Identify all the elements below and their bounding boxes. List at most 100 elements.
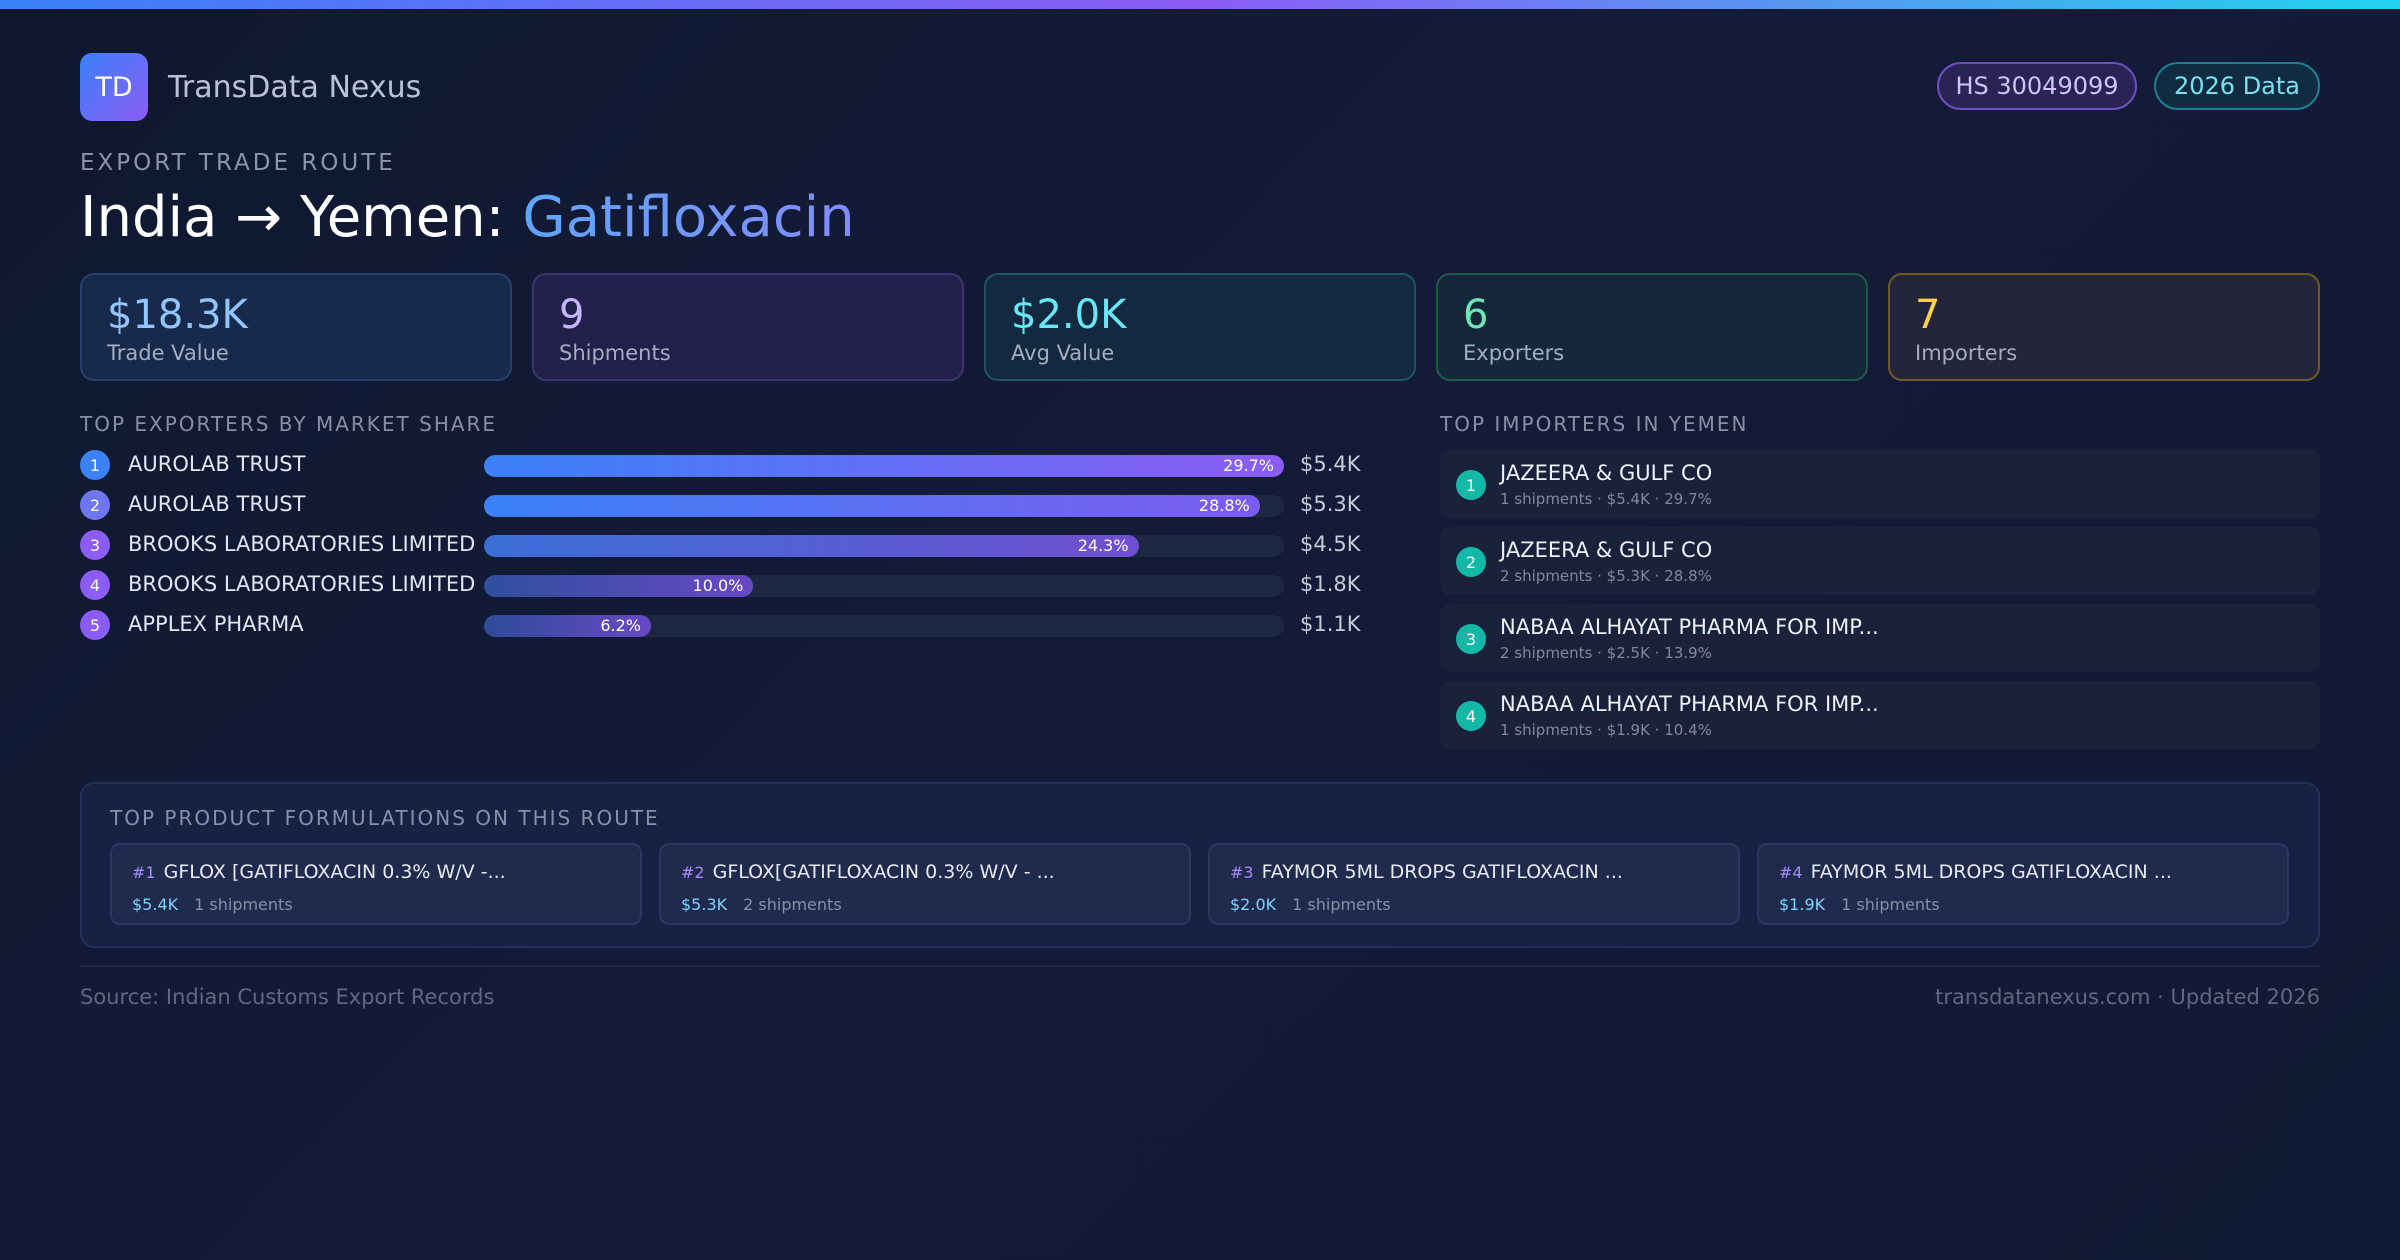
exporter-value: $1.1K [1300, 612, 1361, 636]
exporter-value: $5.3K [1300, 492, 1361, 516]
importer-name: JAZEERA & GULF CO [1500, 538, 1713, 562]
product-name: Gatifloxacin [522, 185, 855, 250]
share-bar-track: 29.7% [484, 455, 1284, 477]
brand-logo[interactable]: TD [80, 53, 148, 121]
formulation-name: FAYMOR 5ML DROPS GATIFLOXACIN ... [1810, 861, 2172, 883]
formulation-meta: $5.4K 1 shipments [132, 895, 293, 914]
exporter-name: BROOKS LABORATORIES LIMITED [128, 532, 476, 556]
exporter-name: APPLEX PHARMA [128, 612, 304, 636]
formulation-rank: #4 [1779, 863, 1803, 882]
page-title: India → Yemen: Gatifloxacin [80, 182, 855, 254]
exporter-value: $1.8K [1300, 572, 1361, 596]
formulation-name: FAYMOR 5ML DROPS GATIFLOXACIN ... [1261, 861, 1623, 883]
formulation-name-line: #4 FAYMOR 5ML DROPS GATIFLOXACIN ... [1779, 861, 2172, 883]
rank-badge: 2 [80, 490, 110, 520]
stat-value: 9 [559, 292, 585, 338]
share-bar-track: 10.0% [484, 575, 1284, 597]
stat-value: $18.3K [107, 292, 248, 338]
footer-site[interactable]: transdatanexus.com · Updated 2026 [1935, 985, 2320, 1009]
importer-meta: 2 shipments · $2.5K · 13.9% [1500, 644, 1712, 662]
formulation-rank: #1 [132, 863, 156, 882]
stat-value: 7 [1915, 292, 1941, 338]
share-bar-track: 6.2% [484, 615, 1284, 637]
exporter-row[interactable]: 1 AUROLAB TRUST 29.7% $5.4K [80, 450, 1361, 480]
footer-divider [80, 965, 2320, 967]
formulation-card[interactable]: #1 GFLOX [GATIFLOXACIN 0.3% W/V -... $5.4… [110, 843, 642, 925]
stat-card-exporters: 6 Exporters [1436, 273, 1868, 381]
hs-code-badge: HS 30049099 [1937, 62, 2137, 110]
exporter-value: $5.4K [1300, 452, 1361, 476]
rank-badge: 3 [1456, 624, 1486, 654]
formulation-shipments: 1 shipments [1292, 895, 1391, 914]
stat-card-importers: 7 Importers [1888, 273, 2320, 381]
share-bar-track: 28.8% [484, 495, 1284, 517]
share-percent: 10.0% [692, 576, 744, 595]
formulation-shipments: 1 shipments [1841, 895, 1940, 914]
formulation-card[interactable]: #3 FAYMOR 5ML DROPS GATIFLOXACIN ... $2.0… [1208, 843, 1740, 925]
footer-source: Source: Indian Customs Export Records [80, 985, 495, 1009]
formulation-rank: #2 [681, 863, 705, 882]
top-accent-bar [0, 0, 2400, 9]
rank-badge: 3 [80, 530, 110, 560]
rank-badge: 4 [80, 570, 110, 600]
formulation-value: $2.0K [1230, 895, 1277, 914]
share-bar-fill: 10.0% [484, 575, 754, 597]
formulation-name-line: #1 GFLOX [GATIFLOXACIN 0.3% W/V -... [132, 861, 506, 883]
stat-label: Avg Value [1011, 341, 1115, 365]
exporters-section-title: TOP EXPORTERS BY MARKET SHARE [80, 412, 498, 436]
stat-card-trade-value: $18.3K Trade Value [80, 273, 512, 381]
route-text: India → Yemen: [80, 185, 523, 250]
rank-badge: 5 [80, 610, 110, 640]
importer-name: NABAA ALHAYAT PHARMA FOR IMP... [1500, 692, 1879, 716]
exporter-name: BROOKS LABORATORIES LIMITED [128, 572, 476, 596]
rank-badge: 2 [1456, 547, 1486, 577]
formulation-rank: #3 [1230, 863, 1254, 882]
rank-badge: 1 [80, 450, 110, 480]
share-bar-fill: 24.3% [484, 535, 1139, 557]
formulation-card[interactable]: #4 FAYMOR 5ML DROPS GATIFLOXACIN ... $1.9… [1757, 843, 2289, 925]
exporter-name: AUROLAB TRUST [128, 452, 306, 476]
formulation-shipments: 1 shipments [194, 895, 293, 914]
share-bar-fill: 28.8% [484, 495, 1260, 517]
importer-card[interactable]: 3 NABAA ALHAYAT PHARMA FOR IMP... 2 ship… [1440, 604, 2320, 672]
importer-meta: 1 shipments · $1.9K · 10.4% [1500, 721, 1712, 739]
rank-badge: 1 [1456, 470, 1486, 500]
stat-card-shipments: 9 Shipments [532, 273, 964, 381]
formulation-card[interactable]: #2 GFLOX[GATIFLOXACIN 0.3% W/V - ... $5.3… [659, 843, 1191, 925]
formulation-name-line: #2 GFLOX[GATIFLOXACIN 0.3% W/V - ... [681, 861, 1055, 883]
importer-name: JAZEERA & GULF CO [1500, 461, 1713, 485]
formulation-meta: $2.0K 1 shipments [1230, 895, 1391, 914]
formulation-value: $5.4K [132, 895, 179, 914]
stat-value: $2.0K [1011, 292, 1127, 338]
formulation-name: GFLOX [GATIFLOXACIN 0.3% W/V -... [163, 861, 506, 883]
data-year-badge: 2026 Data [2154, 62, 2320, 110]
share-bar-track: 24.3% [484, 535, 1284, 557]
stat-label: Exporters [1463, 341, 1565, 365]
share-percent: 24.3% [1077, 536, 1129, 555]
stat-label: Importers [1915, 341, 2018, 365]
importer-name: NABAA ALHAYAT PHARMA FOR IMP... [1500, 615, 1879, 639]
formulation-meta: $5.3K 2 shipments [681, 895, 842, 914]
importer-card[interactable]: 2 JAZEERA & GULF CO 2 shipments · $5.3K … [1440, 527, 2320, 595]
share-bar-fill: 6.2% [484, 615, 651, 637]
importers-section-title: TOP IMPORTERS IN YEMEN [1440, 412, 1749, 436]
formulation-value: $5.3K [681, 895, 728, 914]
exporter-row[interactable]: 4 BROOKS LABORATORIES LIMITED 10.0% $1.8… [80, 570, 1361, 600]
importer-meta: 1 shipments · $5.4K · 29.7% [1500, 490, 1712, 508]
importer-card[interactable]: 1 JAZEERA & GULF CO 1 shipments · $5.4K … [1440, 450, 2320, 518]
formulation-value: $1.9K [1779, 895, 1826, 914]
exporter-row[interactable]: 2 AUROLAB TRUST 28.8% $5.3K [80, 490, 1361, 520]
formulations-section-title: TOP PRODUCT FORMULATIONS ON THIS ROUTE [110, 806, 660, 830]
stat-card-avg-value: $2.0K Avg Value [984, 273, 1416, 381]
stat-label: Trade Value [107, 341, 229, 365]
formulation-meta: $1.9K 1 shipments [1779, 895, 1940, 914]
exporter-name: AUROLAB TRUST [128, 492, 306, 516]
share-percent: 28.8% [1198, 496, 1250, 515]
importer-card[interactable]: 4 NABAA ALHAYAT PHARMA FOR IMP... 1 ship… [1440, 681, 2320, 749]
exporter-row[interactable]: 5 APPLEX PHARMA 6.2% $1.1K [80, 610, 1361, 640]
brand-name[interactable]: TransData Nexus [168, 70, 422, 105]
formulation-shipments: 2 shipments [743, 895, 842, 914]
importer-meta: 2 shipments · $5.3K · 28.8% [1500, 567, 1712, 585]
exporter-row[interactable]: 3 BROOKS LABORATORIES LIMITED 24.3% $4.5… [80, 530, 1361, 560]
stat-value: 6 [1463, 292, 1489, 338]
